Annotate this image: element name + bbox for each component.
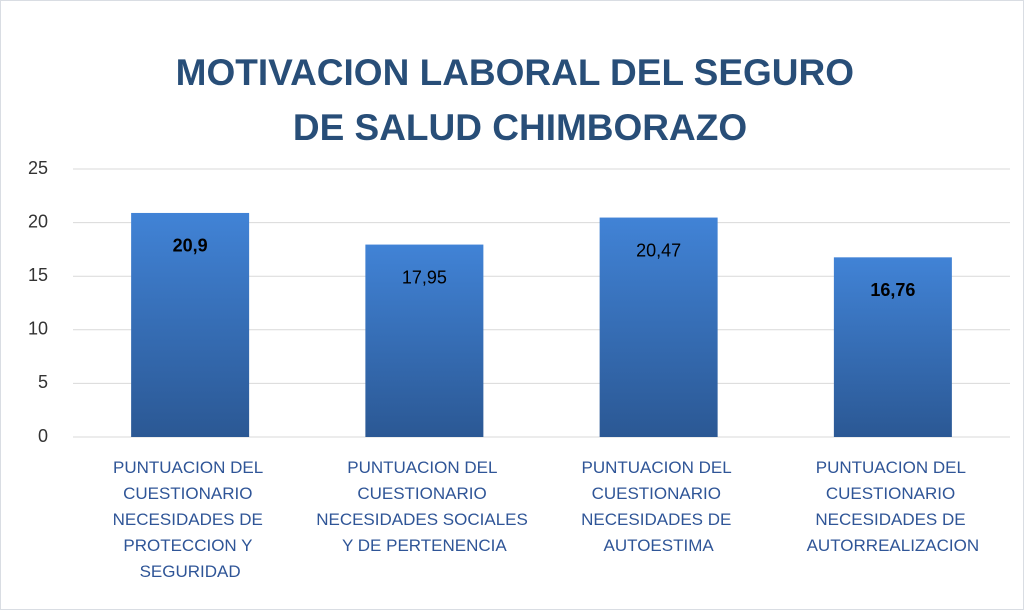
value-label: 16,76	[870, 280, 915, 300]
y-tick-label: 20	[28, 211, 48, 231]
value-label: 20,47	[636, 240, 681, 260]
bar	[131, 212, 250, 437]
x-tick-label: PUNTUACION DEL CUESTIONARIO NECESIDADES …	[581, 458, 736, 555]
value-label: 17,95	[402, 267, 447, 287]
y-tick-label: 15	[28, 265, 48, 285]
bar	[365, 244, 484, 437]
x-tick-label: PUNTUACION DEL CUESTIONARIO NECESIDADES …	[316, 458, 532, 555]
y-tick-label: 5	[38, 372, 48, 392]
y-tick-label: 0	[38, 426, 48, 446]
y-tick-label: 10	[28, 319, 48, 339]
y-tick-label: 25	[28, 158, 48, 178]
chart-title: MOTIVACION LABORAL DEL SEGURO DE SALUD C…	[176, 52, 865, 148]
x-tick-label: PUNTUACION DEL CUESTIONARIO NECESIDADES …	[113, 458, 268, 581]
bar	[599, 217, 718, 437]
bar	[833, 257, 952, 437]
value-label: 20,9	[173, 236, 208, 256]
x-tick-label: PUNTUACION DEL CUESTIONARIO NECESIDADES …	[807, 458, 980, 555]
